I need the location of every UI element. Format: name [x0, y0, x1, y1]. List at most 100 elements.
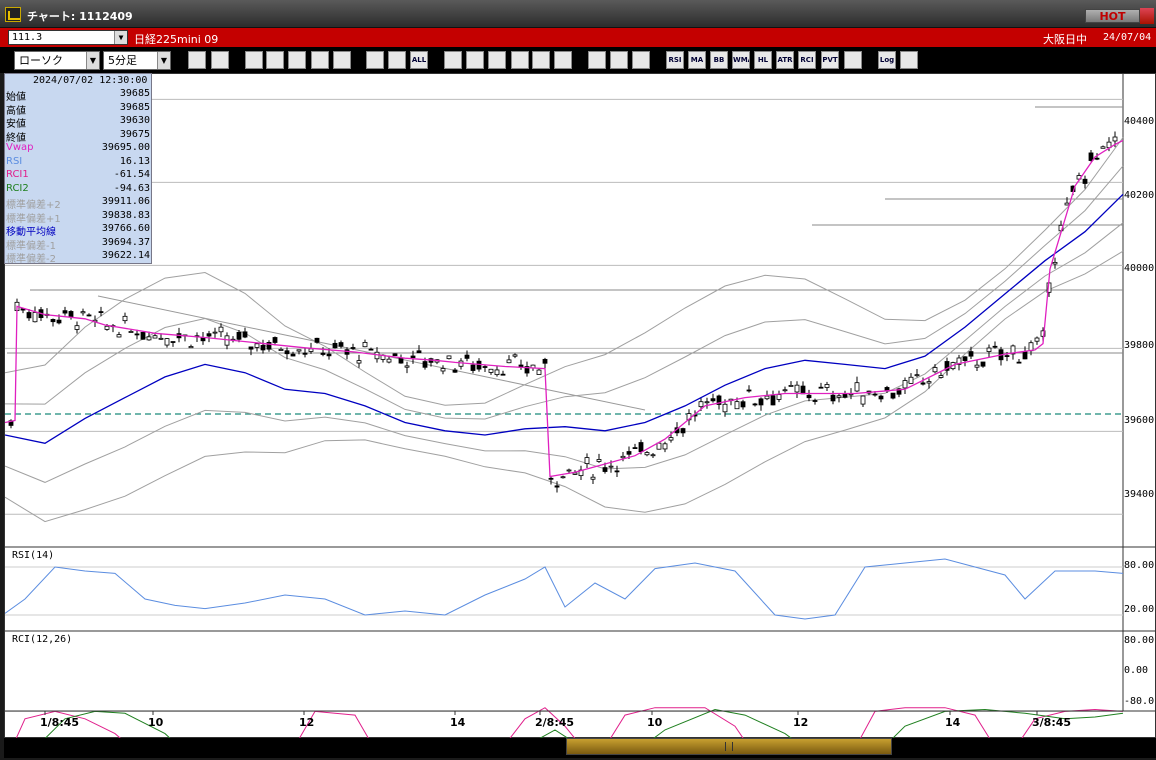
trend-line [97, 295, 646, 411]
time-axis-label: 3/8:45 [1032, 716, 1072, 729]
candle-body [122, 315, 128, 322]
toolbar-frame-icon[interactable]: frame-icon [844, 51, 862, 69]
data-panel-value: 39911.06 [101, 196, 150, 207]
bollinger-lower1-line [5, 222, 1124, 483]
toolbar-search-icon[interactable]: search-icon [188, 51, 206, 69]
candle-body [626, 451, 632, 455]
candle-body [602, 467, 608, 472]
rci-long-line [43, 708, 1124, 739]
toolbar-rsi-button[interactable]: RSI [666, 51, 684, 69]
toolbar-list-icon[interactable]: list-icon [532, 51, 550, 69]
toolbar-color-icon[interactable]: color-icon [632, 51, 650, 69]
data-panel-row: 安値 39630 [6, 115, 151, 130]
candle-body [500, 373, 506, 376]
toolbar-cursor-icon[interactable]: cursor-icon [488, 51, 506, 69]
candle-body [662, 443, 668, 450]
candle-body [974, 364, 980, 368]
candle-body [740, 401, 746, 408]
candle-body [158, 337, 164, 340]
candle-body [650, 454, 656, 457]
bollinger-upper1-line [5, 165, 1124, 420]
data-panel-label: 標準偏差+2 [6, 200, 61, 211]
chevron-down-icon[interactable]: ▼ [114, 31, 127, 44]
candle-body [512, 354, 518, 357]
candle-body [776, 394, 782, 400]
candle-body [836, 395, 842, 398]
data-panel-row: 移動平均線 39766.60 [6, 223, 151, 238]
toolbar-grid-icon[interactable]: grid-icon [588, 51, 606, 69]
toolbar-candle2-icon[interactable]: candle2-icon [388, 51, 406, 69]
interval-select[interactable]: 5分足 ▼ [103, 51, 171, 70]
price-axis-label: 39800 [1124, 340, 1155, 351]
toolbar-candle-icon[interactable]: candle-icon [366, 51, 384, 69]
candle-body [350, 347, 356, 349]
rci-axis-label: 80.00 [1124, 635, 1155, 646]
candle-body [1040, 330, 1046, 337]
toolbar-trend-icon[interactable]: trend-icon [466, 51, 484, 69]
candle-body [824, 384, 830, 388]
toolbar-wma-button[interactable]: WMA [732, 51, 750, 69]
toolbar-bb-button[interactable]: BB [710, 51, 728, 69]
toolbar-all-button[interactable]: ALL [410, 51, 428, 69]
candle-body [668, 437, 674, 441]
horizontal-scrollbar[interactable] [4, 738, 1156, 758]
close-icon[interactable] [1140, 8, 1154, 24]
toolbar-zoom-out-icon[interactable]: zoom-out-icon [266, 51, 284, 69]
candle-body [536, 369, 542, 375]
candle-body [590, 476, 596, 480]
chevron-down-icon[interactable]: ▼ [157, 52, 170, 69]
chart-canvas[interactable] [5, 74, 1156, 739]
data-panel-row: 標準偏差+1 39838.83 [6, 210, 151, 225]
candle-body [128, 331, 134, 333]
candle-body [1028, 342, 1034, 352]
chart-type-select[interactable]: ローソク ▼ [14, 51, 100, 70]
candle-body [290, 353, 296, 357]
candle-body [236, 331, 242, 340]
interval-value: 5分足 [108, 54, 137, 67]
candle-body [1034, 337, 1040, 342]
toolbar-ma-button[interactable]: MA [688, 51, 706, 69]
data-panel-value: 39675 [119, 128, 150, 140]
chart-area[interactable] [4, 73, 1156, 739]
candle-body [710, 398, 716, 402]
toolbar-arrows-icon[interactable]: arrows-icon [311, 51, 329, 69]
candle-body [614, 470, 620, 473]
candle-body [308, 348, 314, 352]
toolbar-export-icon[interactable]: export-icon [900, 51, 918, 69]
toolbar-tool-icon[interactable]: tool-icon [610, 51, 628, 69]
candle-body [476, 360, 482, 370]
candle-body [218, 326, 224, 333]
candle-body [986, 347, 992, 352]
toolbar-ruler-icon[interactable]: ruler-icon [211, 51, 229, 69]
toolbar-log-button[interactable]: Log [878, 51, 896, 69]
toolbar-blank-icon[interactable]: blank-icon [333, 51, 351, 69]
candle-body [26, 312, 32, 319]
toolbar-trash-icon[interactable]: trash-icon [554, 51, 572, 69]
toolbar-line-icon[interactable]: line-icon [444, 51, 462, 69]
toolbar-pvt-button[interactable]: PVT [821, 51, 839, 69]
data-panel: 2024/07/02 12:30:00 始値 39685 高値 39685 安値 3963… [4, 73, 152, 265]
candle-body [266, 342, 272, 350]
toolbar-zoom-icon[interactable]: zoom-icon [245, 51, 263, 69]
candle-body [1022, 351, 1028, 360]
toolbar-hl-button[interactable]: HL [754, 51, 772, 69]
candle-body [656, 442, 662, 450]
candle-body [524, 366, 530, 374]
symbol-code-input[interactable]: 111.3 ▼ [8, 30, 128, 45]
toolbar-atr-button[interactable]: ATR [776, 51, 794, 69]
bollinger-lower2-line [5, 250, 1124, 523]
hot-button[interactable]: HOT [1085, 9, 1140, 23]
candle-body [716, 395, 722, 405]
data-panel-row: 標準偏差+2 39911.06 [6, 196, 151, 211]
scroll-thumb[interactable] [566, 738, 892, 755]
toolbar-curve-icon[interactable]: curve-icon [511, 51, 529, 69]
toolbar-rci-button[interactable]: RCI [798, 51, 816, 69]
candle-body [638, 442, 644, 453]
chevron-down-icon[interactable]: ▼ [86, 52, 99, 69]
toolbar-chart-icon[interactable]: chart-icon [288, 51, 306, 69]
candle-body [914, 374, 920, 377]
candle-body [440, 368, 446, 372]
candle-body [608, 465, 614, 468]
candle-body [572, 472, 578, 475]
candle-body [314, 337, 320, 343]
